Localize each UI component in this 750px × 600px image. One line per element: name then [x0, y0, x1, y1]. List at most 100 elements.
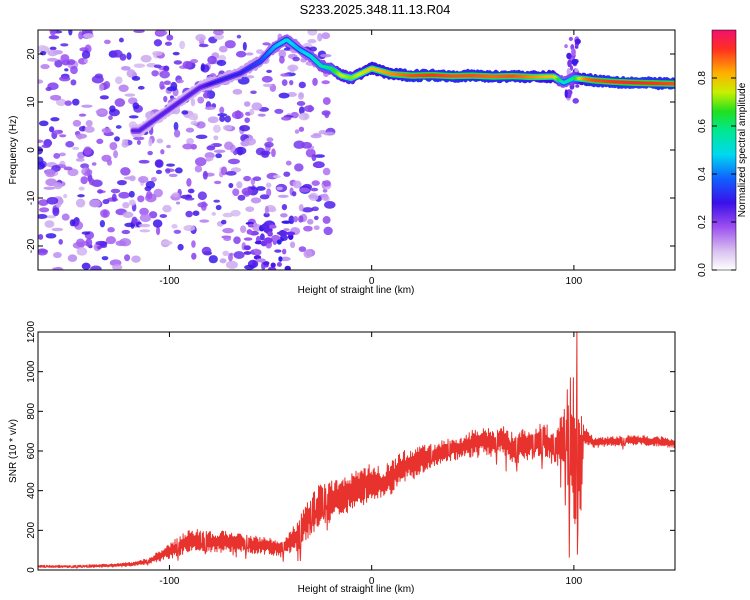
spectrogram-noise-blob — [49, 46, 57, 51]
spectrogram-noise-blob — [91, 75, 104, 84]
spectrogram-noise-blob — [77, 194, 85, 198]
spectrogram-noise-blob — [168, 173, 178, 178]
spectrogram-noise-blob — [38, 79, 44, 84]
spectrogram-noise-blob — [153, 188, 163, 198]
spectrogram-noise-blob — [245, 75, 255, 79]
spectrogram-noise-blob — [72, 146, 80, 150]
spectrogram-noise-blob — [228, 183, 234, 189]
spectrogram-noise-blob — [255, 186, 266, 191]
snr-x-axis: -100 0 100 — [159, 332, 583, 587]
spectrogram-noise-blob — [250, 197, 262, 204]
spectrogram-noise-blob — [575, 84, 580, 88]
spectrogram-y-tick-label: 20 — [26, 48, 37, 60]
spectrogram-noise-blob — [315, 162, 321, 168]
spectrogram-noise-blob — [190, 58, 199, 64]
spectrogram-noise-blob — [38, 156, 44, 165]
spectrogram-noise-blob — [272, 175, 281, 179]
spectrogram-noise-blob — [192, 210, 200, 216]
spectrogram-noise-blob — [293, 215, 299, 223]
spectrogram-noise-blob — [243, 251, 252, 255]
spectrogram-noise-blob — [324, 201, 336, 209]
spectrogram-noise-blob — [197, 202, 208, 208]
spectrogram-noise-blob — [253, 222, 258, 228]
spectrogram-noise-blob — [60, 43, 69, 47]
spectrogram-noise-blob — [53, 266, 64, 270]
spectrogram-noise-blob — [137, 85, 145, 90]
spectrogram-noise-blob — [280, 116, 292, 121]
spectrogram-noise-blob — [236, 181, 243, 189]
spectrogram-noise-blob — [190, 120, 198, 126]
spectrogram-noise-blob — [311, 180, 320, 186]
spectrogram-noise-blob — [256, 258, 266, 263]
spectrogram-y-tick-label: -10 — [26, 190, 37, 205]
spectrogram-noise-blob — [48, 35, 60, 40]
spectrogram-noise-blob — [83, 58, 88, 64]
colorbar: 0.0 0.2 0.4 0.6 0.8 Normalized spectral ampl… — [697, 29, 748, 277]
spectrogram-noise-blob — [202, 92, 210, 99]
spectrogram-noise-blob — [571, 58, 579, 66]
spectrogram-noise-blob — [278, 49, 287, 59]
spectrogram-noise-blob — [156, 138, 164, 144]
spectrogram-noise-blob — [225, 260, 238, 269]
colorbar-tick-label: 0.8 — [697, 71, 708, 85]
spectrogram-noise-blob — [241, 187, 253, 196]
spectrogram-noise-blob — [43, 186, 56, 190]
spectrogram-noise-blob — [271, 148, 276, 158]
spectrogram-noise-blob — [218, 54, 227, 62]
spectrogram-noise-blob — [224, 141, 234, 150]
spectrogram-noise-blob — [280, 213, 288, 218]
spectrogram-noise-blob — [184, 197, 195, 201]
spectrogram-noise-blob — [197, 191, 207, 201]
spectrogram-noise-blob — [101, 256, 109, 261]
spectrogram-noise-blob — [129, 175, 136, 182]
spectrogram-noise-blob — [566, 52, 572, 60]
spectrogram-noise-blob — [137, 195, 145, 203]
spectrogram-noise-blob — [179, 40, 186, 50]
spectrogram-noise-blob — [265, 182, 272, 188]
snr-x-tick-label: 0 — [369, 576, 375, 587]
spectrogram-noise-blob — [292, 56, 300, 62]
spectrogram-noise-blob — [322, 216, 331, 224]
figure-title: S233.2025.348.11.13.R04 — [300, 2, 451, 17]
spectrogram-noise-blob — [289, 79, 294, 86]
spectrogram-noise-blob — [53, 152, 61, 159]
spectrogram-noise-blob — [298, 126, 305, 132]
spectrogram-noise-blob — [213, 33, 224, 40]
spectrogram-noise-blob — [243, 101, 251, 107]
spectrogram-noise-blob — [276, 239, 282, 245]
spectrogram-noise-blob — [122, 202, 130, 209]
spectrogram-noise-blob — [38, 199, 49, 206]
spectrogram-noise-blob — [196, 121, 206, 129]
snr-x-label: Height of straight line (km) — [298, 584, 415, 595]
spectrogram-noise-blob — [285, 231, 296, 236]
spectrogram-noise-blob — [147, 150, 153, 156]
spectrogram-noise-blob — [564, 89, 568, 98]
spectrogram-noise-blob — [202, 170, 208, 180]
spectrogram-noise-blob — [321, 32, 331, 40]
spectrogram-noise-blob — [38, 214, 48, 219]
spectrogram-noise-blob — [40, 63, 50, 70]
spectrogram-noise-blob — [276, 186, 283, 191]
spectrogram-noise-blob — [150, 176, 157, 182]
spectrogram-noise-blob — [159, 81, 165, 90]
spectrogram-noise-blob — [262, 83, 273, 88]
spectrogram-noise-blob — [96, 138, 104, 145]
spectrogram-noise-blob — [251, 102, 263, 111]
spectrogram-noise-blob — [259, 194, 270, 200]
spectrogram-noise-blob — [44, 220, 55, 228]
spectrogram-noise-blob — [294, 163, 304, 172]
spectrogram-noise-blob — [65, 140, 75, 148]
spectrogram-noise-blob — [52, 207, 60, 217]
spectrogram-noise-blob — [114, 98, 126, 107]
spectrogram-x-axis: -100 0 100 — [159, 30, 583, 287]
snr-y-label: SNR (10 * v/v) — [8, 419, 19, 483]
spectrogram-noise-blob — [53, 182, 63, 190]
spectrogram-noise-blob — [88, 178, 95, 186]
spectrogram-noise-blob — [264, 205, 269, 215]
spectrogram-noise-blob — [112, 264, 123, 270]
spectrogram-noise-blob — [298, 204, 304, 212]
spectrogram-noise-blob — [38, 139, 44, 143]
spectrogram-noise-blob — [213, 135, 219, 141]
